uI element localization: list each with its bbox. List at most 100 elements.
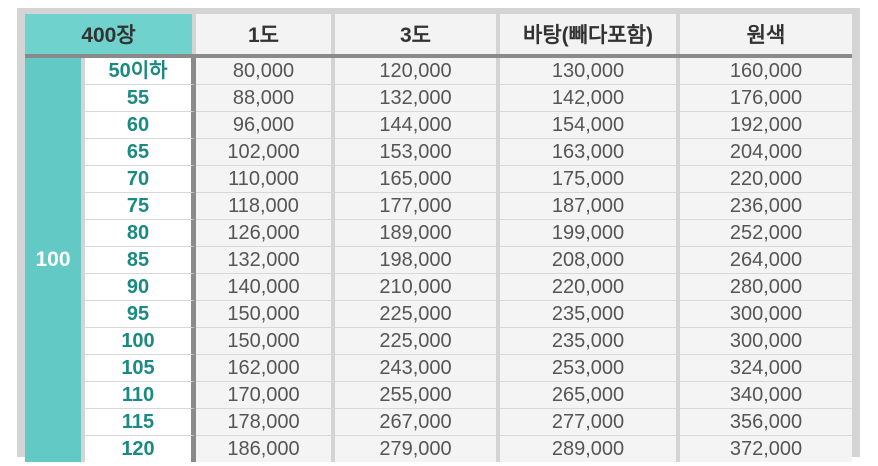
row-quantity: 115 (85, 409, 196, 436)
price-cell: 170,000 (196, 382, 335, 409)
group-label: 100 (25, 58, 85, 462)
price-cell: 176,000 (680, 85, 852, 112)
quantity-header: 400장 (25, 14, 196, 54)
price-cell: 132,000 (196, 247, 335, 274)
row-quantity: 110 (85, 382, 196, 409)
price-cell: 280,000 (680, 274, 852, 301)
price-cell: 220,000 (680, 166, 852, 193)
row-quantity: 75 (85, 193, 196, 220)
table-row: 100 50이하 80,000 120,000 130,000 160,000 (25, 58, 852, 462)
table-row: 105 162,000 243,000 253,000 324,000 (25, 355, 852, 382)
price-cell: 236,000 (680, 193, 852, 220)
row-quantity: 60 (85, 112, 196, 139)
price-cell: 118,000 (196, 193, 335, 220)
header-row: 400장 1도 3도 바탕(빼다포함) 원색 (25, 14, 852, 54)
header-separator (25, 54, 852, 58)
price-cell: 187,000 (500, 193, 680, 220)
price-table-frame: 400장 1도 3도 바탕(빼다포함) 원색 100 50이하 80,000 1… (17, 8, 860, 462)
price-cell: 150,000 (196, 328, 335, 355)
price-cell: 264,000 (680, 247, 852, 274)
price-cell: 140,000 (196, 274, 335, 301)
price-cell: 120,000 (335, 58, 500, 85)
price-cell: 243,000 (335, 355, 500, 382)
price-cell: 267,000 (335, 409, 500, 436)
price-cell: 132,000 (335, 85, 500, 112)
table-row: 95 150,000 225,000 235,000 300,000 (25, 301, 852, 328)
table-row: 120 186,000 279,000 289,000 372,000 (25, 436, 852, 462)
row-quantity: 80 (85, 220, 196, 247)
col-header-background: 바탕(빼다포함) (500, 14, 680, 54)
price-cell: 220,000 (500, 274, 680, 301)
col-header-1do: 1도 (196, 14, 335, 54)
price-cell: 165,000 (335, 166, 500, 193)
table-row: 65 102,000 153,000 163,000 204,000 (25, 139, 852, 166)
table-row: 85 132,000 198,000 208,000 264,000 (25, 247, 852, 274)
price-cell: 210,000 (335, 274, 500, 301)
price-cell: 154,000 (500, 112, 680, 139)
price-cell: 204,000 (680, 139, 852, 166)
price-cell: 80,000 (196, 58, 335, 85)
table-row: 110 170,000 255,000 265,000 340,000 (25, 382, 852, 409)
table-row: 70 110,000 165,000 175,000 220,000 (25, 166, 852, 193)
price-cell: 340,000 (680, 382, 852, 409)
price-cell: 356,000 (680, 409, 852, 436)
row-quantity: 70 (85, 166, 196, 193)
price-cell: 300,000 (680, 301, 852, 328)
price-cell: 110,000 (196, 166, 335, 193)
price-cell: 162,000 (196, 355, 335, 382)
col-header-3do: 3도 (335, 14, 500, 54)
price-cell: 102,000 (196, 139, 335, 166)
price-cell: 225,000 (335, 328, 500, 355)
price-cell: 130,000 (500, 58, 680, 85)
table-row: 100 150,000 225,000 235,000 300,000 (25, 328, 852, 355)
price-cell: 189,000 (335, 220, 500, 247)
price-cell: 300,000 (680, 328, 852, 355)
row-quantity: 120 (85, 436, 196, 462)
price-cell: 277,000 (500, 409, 680, 436)
row-quantity: 85 (85, 247, 196, 274)
price-cell: 153,000 (335, 139, 500, 166)
price-cell: 372,000 (680, 436, 852, 462)
table-row: 60 96,000 144,000 154,000 192,000 (25, 112, 852, 139)
price-cell: 186,000 (196, 436, 335, 462)
price-cell: 199,000 (500, 220, 680, 247)
table-row: 75 118,000 177,000 187,000 236,000 (25, 193, 852, 220)
price-cell: 150,000 (196, 301, 335, 328)
price-cell: 235,000 (500, 328, 680, 355)
table-row: 90 140,000 210,000 220,000 280,000 (25, 274, 852, 301)
price-table: 400장 1도 3도 바탕(빼다포함) 원색 100 50이하 80,000 1… (25, 14, 852, 462)
price-cell: 253,000 (500, 355, 680, 382)
price-cell: 144,000 (335, 112, 500, 139)
table-row: 115 178,000 267,000 277,000 356,000 (25, 409, 852, 436)
price-cell: 163,000 (500, 139, 680, 166)
row-quantity: 90 (85, 274, 196, 301)
row-quantity: 100 (85, 328, 196, 355)
price-cell: 265,000 (500, 382, 680, 409)
price-cell: 208,000 (500, 247, 680, 274)
price-cell: 279,000 (335, 436, 500, 462)
row-quantity: 95 (85, 301, 196, 328)
price-cell: 324,000 (680, 355, 852, 382)
price-cell: 178,000 (196, 409, 335, 436)
price-cell: 88,000 (196, 85, 335, 112)
price-cell: 252,000 (680, 220, 852, 247)
row-quantity: 105 (85, 355, 196, 382)
price-cell: 255,000 (335, 382, 500, 409)
row-quantity: 50이하 (85, 58, 196, 85)
price-cell: 160,000 (680, 58, 852, 85)
price-cell: 96,000 (196, 112, 335, 139)
price-cell: 175,000 (500, 166, 680, 193)
price-cell: 235,000 (500, 301, 680, 328)
table-row: 55 88,000 132,000 142,000 176,000 (25, 85, 852, 112)
row-quantity: 55 (85, 85, 196, 112)
table-row: 80 126,000 189,000 199,000 252,000 (25, 220, 852, 247)
price-cell: 225,000 (335, 301, 500, 328)
col-header-full-color: 원색 (680, 14, 852, 54)
price-cell: 142,000 (500, 85, 680, 112)
price-cell: 198,000 (335, 247, 500, 274)
row-quantity: 65 (85, 139, 196, 166)
price-cell: 192,000 (680, 112, 852, 139)
price-cell: 177,000 (335, 193, 500, 220)
price-cell: 289,000 (500, 436, 680, 462)
price-cell: 126,000 (196, 220, 335, 247)
